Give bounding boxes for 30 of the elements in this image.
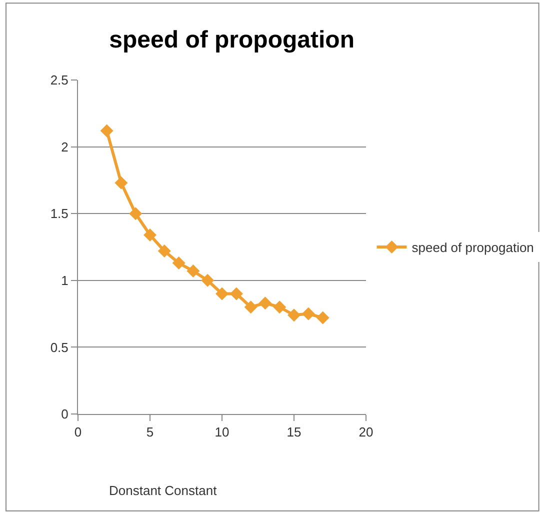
point bbox=[258, 296, 272, 310]
point bbox=[216, 287, 228, 300]
y-tick-label: 2 bbox=[61, 139, 68, 154]
point bbox=[244, 300, 258, 314]
point bbox=[201, 274, 214, 287]
y-tick-label: 0 bbox=[61, 406, 68, 422]
point bbox=[172, 256, 186, 270]
point bbox=[230, 287, 243, 300]
point bbox=[273, 300, 286, 314]
point bbox=[288, 308, 300, 322]
x-tick-label: 15 bbox=[286, 424, 302, 440]
point bbox=[158, 244, 171, 258]
y-tick-label: 1 bbox=[61, 272, 68, 288]
point bbox=[114, 176, 128, 190]
point bbox=[144, 228, 156, 242]
y-tick-label: 0.5 bbox=[50, 340, 68, 355]
y-tick-label: 1.5 bbox=[50, 206, 68, 222]
point bbox=[129, 207, 142, 220]
x-axis-title: Donstant Constant bbox=[109, 483, 218, 498]
x-tick-label: 10 bbox=[214, 424, 230, 440]
legend-label: speed of propogation bbox=[412, 240, 534, 256]
x-tick-label: 5 bbox=[146, 424, 154, 440]
y-tick-label: 2.5 bbox=[50, 72, 68, 88]
x-tick-label: 20 bbox=[358, 424, 374, 440]
point bbox=[302, 307, 315, 320]
point bbox=[316, 311, 330, 324]
x-tick-label: 0 bbox=[74, 424, 82, 440]
point bbox=[186, 264, 200, 278]
chart-title: speed of propogation bbox=[109, 26, 355, 54]
point bbox=[100, 124, 114, 138]
